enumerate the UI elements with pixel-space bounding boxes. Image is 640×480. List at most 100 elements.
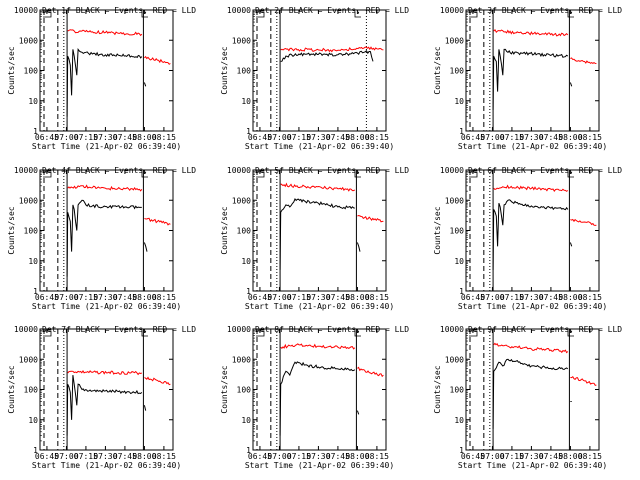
x-tick-label: 07:30	[519, 452, 543, 461]
y-tick-label: 10000	[227, 6, 251, 15]
panel-title: Det 7f BLACK = Events, RED = LLD	[42, 325, 196, 334]
series-lld	[67, 369, 142, 376]
panel-4: Det 4f BLACK = Events, RED = LLD 1 10 100 10…	[7, 166, 196, 311]
y-tick-label: 1	[246, 287, 251, 296]
series-lld	[67, 29, 143, 37]
corner-marker	[469, 11, 478, 18]
panel-7: Det 7f BLACK = Events, RED = LLD 1 10 100 10…	[7, 325, 196, 470]
x-tick-label: 08:00	[345, 133, 369, 142]
y-tick-label: 100	[450, 67, 465, 76]
corner-marker	[354, 172, 361, 178]
series-lld	[144, 376, 171, 386]
corner-marker	[469, 330, 478, 337]
series-events	[492, 199, 569, 270]
x-axis-label: Start Time (21-Apr-02 06:39:40)	[32, 142, 181, 151]
corner-marker	[256, 11, 265, 18]
x-tick-label: 06:45	[461, 133, 485, 142]
y-tick-label: 1	[246, 127, 251, 136]
x-tick-label: 07:00	[267, 452, 291, 461]
y-tick-label: 10000	[440, 325, 464, 334]
y-tick-label: 1	[33, 287, 38, 296]
plot-frame	[252, 328, 387, 451]
panel-title: Det 1f BLACK = Events, RED = LLD	[42, 6, 196, 15]
x-tick-label: 07:45	[113, 133, 137, 142]
x-tick-label: 07:00	[480, 452, 504, 461]
series-lld	[280, 46, 384, 53]
x-tick-label: 07:45	[539, 293, 563, 302]
x-tick-label: 07:30	[306, 133, 330, 142]
y-tick-label: 10	[241, 97, 251, 106]
x-tick-label: 07:15	[500, 293, 524, 302]
x-axis-label: Start Time (21-Apr-02 06:39:40)	[458, 142, 607, 151]
series-lld	[67, 184, 143, 192]
series-events	[279, 198, 355, 270]
x-tick-label: 08:00	[558, 133, 582, 142]
series-lld	[493, 28, 569, 37]
plot-frame	[39, 328, 174, 451]
x-tick-label: 07:15	[500, 452, 524, 461]
x-tick-label: 07:00	[54, 133, 78, 142]
x-tick-label: 06:45	[461, 293, 485, 302]
x-tick-label: 07:30	[519, 133, 543, 142]
series-lld	[570, 218, 597, 226]
x-tick-label: 08:00	[345, 293, 369, 302]
x-tick-label: 07:30	[519, 293, 543, 302]
y-tick-label: 10000	[227, 166, 251, 175]
x-tick-label: 07:30	[93, 452, 117, 461]
y-tick-label: 1	[459, 446, 464, 455]
plot-frame	[39, 169, 174, 292]
panel-title: Det 8f BLACK = Events, RED = LLD	[255, 325, 409, 334]
corner-marker	[256, 330, 265, 337]
x-tick-label: 07:30	[306, 452, 330, 461]
y-tick-label: 1000	[19, 36, 38, 45]
x-tick-label: 07:15	[287, 293, 311, 302]
y-tick-label: 10000	[440, 6, 464, 15]
x-tick-label: 08:00	[132, 293, 156, 302]
x-tick-label: 07:30	[93, 133, 117, 142]
y-tick-label: 100	[450, 227, 465, 236]
x-tick-label: 07:45	[539, 133, 563, 142]
series-lld	[280, 182, 356, 192]
plot-frame	[465, 9, 600, 132]
series-events	[569, 242, 573, 247]
y-tick-label: 10	[454, 97, 464, 106]
y-tick-label: 100	[237, 67, 252, 76]
x-tick-label: 07:15	[74, 133, 98, 142]
series-events	[492, 358, 569, 429]
x-tick-label: 07:00	[267, 133, 291, 142]
x-tick-label: 07:45	[326, 452, 350, 461]
y-tick-label: 10	[28, 416, 38, 425]
y-tick-label: 10	[28, 97, 38, 106]
y-tick-label: 10000	[14, 6, 38, 15]
x-tick-label: 07:45	[113, 452, 137, 461]
corner-marker	[354, 12, 361, 18]
x-axis-label: Start Time (21-Apr-02 06:39:40)	[245, 142, 394, 151]
corner-marker	[567, 331, 574, 337]
x-axis-label: Start Time (21-Apr-02 06:39:40)	[32, 461, 181, 470]
series-lld	[493, 342, 569, 354]
corner-marker	[354, 331, 361, 337]
y-tick-label: 10	[241, 257, 251, 266]
y-tick-label: 1	[33, 127, 38, 136]
x-tick-label: 08:00	[345, 452, 369, 461]
x-tick-label: 07:00	[54, 293, 78, 302]
x-tick-label: 06:45	[248, 133, 272, 142]
x-axis-label: Start Time (21-Apr-02 06:39:40)	[458, 302, 607, 311]
y-axis-label: Counts/sec	[220, 206, 229, 254]
y-axis-label: Counts/sec	[433, 46, 442, 94]
series-lld	[357, 366, 384, 378]
x-tick-label: 07:15	[74, 452, 98, 461]
panel-2: Det 2f BLACK = Events, RED = LLD 1 10 100 10…	[220, 6, 409, 151]
x-tick-label: 08:00	[132, 133, 156, 142]
panel-title: Det 2f BLACK = Events, RED = LLD	[255, 6, 409, 15]
corner-marker	[141, 331, 148, 337]
y-tick-label: 100	[237, 386, 252, 395]
x-tick-label: 07:00	[480, 133, 504, 142]
x-tick-label: 06:45	[35, 452, 59, 461]
corner-marker	[43, 171, 52, 178]
panel-9: Det 9f BLACK = Events, RED = LLD 1 10 100 10…	[433, 325, 622, 470]
panel-title: Det 6f BLACK = Events, RED = LLD	[468, 166, 622, 175]
panel-3: Det 3f BLACK = Events, RED = LLD 1 10 100 10…	[433, 6, 622, 151]
y-tick-label: 1	[459, 287, 464, 296]
